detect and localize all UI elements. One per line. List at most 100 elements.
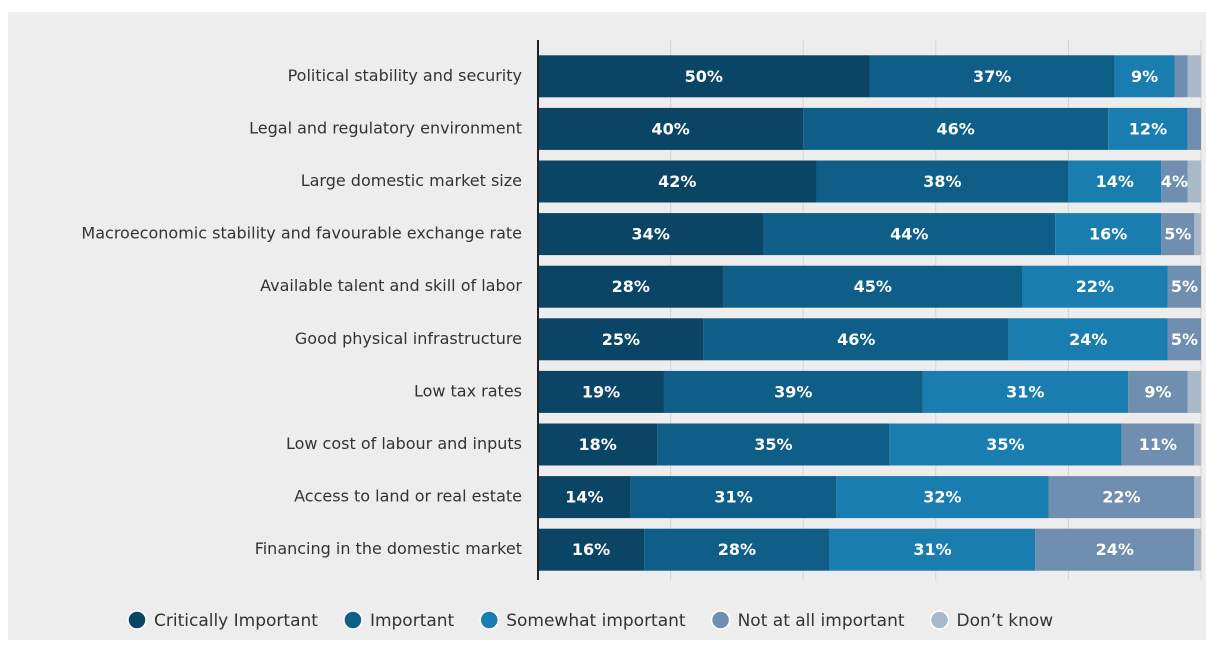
value-label: 22% bbox=[1102, 488, 1140, 507]
legend-label: Somewhat important bbox=[506, 611, 686, 631]
bar-segment bbox=[538, 370, 664, 413]
bar-segment bbox=[1187, 370, 1201, 413]
bar-segment bbox=[723, 265, 1022, 308]
value-label: 9% bbox=[1131, 67, 1158, 86]
value-label: 24% bbox=[1096, 540, 1134, 559]
value-label: 31% bbox=[1006, 382, 1044, 401]
value-label: 14% bbox=[565, 488, 603, 507]
category-label: Legal and regulatory environment bbox=[249, 118, 522, 137]
legend-marker bbox=[929, 610, 950, 630]
bar-segment bbox=[829, 528, 1036, 571]
value-label: 35% bbox=[986, 435, 1024, 454]
bar-segment bbox=[538, 265, 724, 308]
category-label: Access to land or real estate bbox=[294, 487, 522, 506]
value-label: 31% bbox=[714, 488, 752, 507]
value-label: 45% bbox=[854, 277, 892, 296]
value-label: 28% bbox=[718, 540, 756, 559]
value-label: 35% bbox=[754, 435, 792, 454]
bar-segment bbox=[869, 55, 1115, 98]
category-label: Good physical infrastructure bbox=[295, 329, 522, 348]
bar-segment bbox=[1194, 528, 1201, 571]
bar-segment bbox=[1048, 476, 1195, 519]
legend-marker bbox=[479, 610, 499, 630]
bar-segment bbox=[1121, 423, 1195, 466]
bar-segment bbox=[657, 423, 890, 466]
bar-segment bbox=[1187, 160, 1201, 203]
category-label: Low tax rates bbox=[414, 381, 522, 400]
category-label: Available talent and skill of labor bbox=[260, 276, 522, 295]
bar-segment bbox=[538, 476, 631, 519]
bar-segment bbox=[1114, 55, 1175, 98]
value-label: 9% bbox=[1144, 382, 1171, 401]
value-label: 5% bbox=[1171, 277, 1198, 296]
bar-segment bbox=[889, 423, 1122, 466]
bar-segment bbox=[1174, 55, 1188, 98]
value-label: 5% bbox=[1171, 330, 1198, 349]
value-label: 34% bbox=[632, 225, 670, 244]
bar-segment bbox=[538, 318, 704, 361]
bar-segment bbox=[538, 213, 764, 256]
bar-segment bbox=[1128, 370, 1188, 413]
value-label: 40% bbox=[651, 119, 689, 138]
value-label: 50% bbox=[685, 67, 723, 86]
legend-marker bbox=[710, 610, 731, 630]
value-label: 39% bbox=[774, 382, 812, 401]
value-label: 16% bbox=[572, 540, 610, 559]
bar-segment bbox=[663, 370, 923, 413]
bar-segment bbox=[630, 476, 837, 519]
bar-segment bbox=[538, 107, 804, 150]
value-label: 46% bbox=[837, 330, 875, 349]
bar-segment bbox=[803, 107, 1109, 150]
legend-label: Not at all important bbox=[738, 611, 905, 631]
value-label: 16% bbox=[1089, 225, 1127, 244]
value-label: 18% bbox=[579, 435, 617, 454]
bar-segment bbox=[836, 476, 1049, 519]
bar-segment bbox=[1108, 107, 1188, 150]
bar-segment bbox=[816, 160, 1069, 203]
value-label: 32% bbox=[923, 488, 961, 507]
value-label: 42% bbox=[658, 172, 696, 191]
legend-label: Critically Important bbox=[154, 611, 318, 631]
bar-segment bbox=[538, 55, 870, 98]
category-label: Political stability and security bbox=[288, 66, 522, 85]
bar-segment bbox=[1008, 318, 1168, 361]
value-label: 46% bbox=[937, 119, 975, 138]
bar-segment bbox=[922, 370, 1129, 413]
value-label: 14% bbox=[1096, 172, 1134, 191]
bar-segment bbox=[1167, 265, 1201, 308]
value-label: 11% bbox=[1139, 435, 1177, 454]
bar-segment bbox=[644, 528, 830, 571]
value-label: 28% bbox=[612, 277, 650, 296]
legend-marker bbox=[127, 610, 147, 630]
category-label: Low cost of labour and inputs bbox=[286, 434, 522, 453]
legend-marker bbox=[343, 610, 363, 630]
value-label: 22% bbox=[1076, 277, 1114, 296]
bar-segment bbox=[1021, 265, 1168, 308]
category-label: Macroeconomic stability and favourable e… bbox=[81, 224, 522, 243]
bar-segment bbox=[1161, 160, 1188, 203]
value-label: 38% bbox=[923, 172, 961, 191]
value-label: 31% bbox=[913, 540, 951, 559]
value-label: 12% bbox=[1129, 119, 1167, 138]
bar-segment bbox=[1194, 476, 1201, 519]
bar-segment bbox=[1187, 55, 1201, 98]
bar-segment bbox=[763, 213, 1056, 256]
value-label: 24% bbox=[1069, 330, 1107, 349]
bar-segment bbox=[1068, 160, 1162, 203]
value-label: 19% bbox=[582, 382, 620, 401]
category-label: Financing in the domestic market bbox=[255, 539, 522, 558]
bar-segment bbox=[1035, 528, 1195, 571]
bar-segment bbox=[538, 423, 658, 466]
bar-segment bbox=[1194, 213, 1201, 256]
bar-segment bbox=[538, 528, 645, 571]
bar-segment bbox=[1187, 107, 1201, 150]
value-label: 25% bbox=[602, 330, 640, 349]
bar-segment bbox=[703, 318, 1009, 361]
bar-segment bbox=[1167, 318, 1201, 361]
legend-label: Important bbox=[370, 611, 455, 631]
bar-segment bbox=[1055, 213, 1162, 256]
legend-label: Don’t know bbox=[957, 611, 1054, 631]
category-label: Large domestic market size bbox=[301, 171, 522, 190]
value-label: 37% bbox=[973, 67, 1011, 86]
